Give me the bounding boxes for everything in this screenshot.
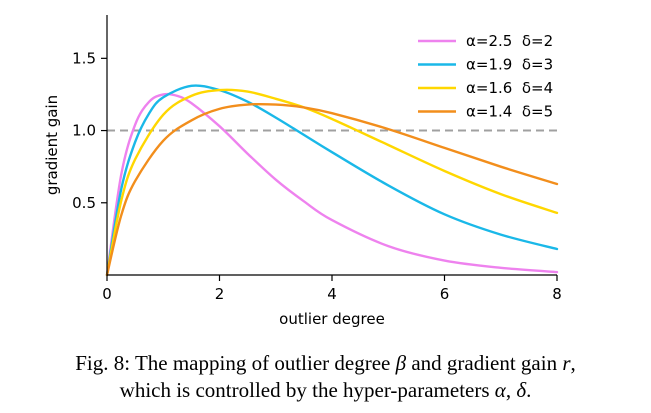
caption-text-1b: and gradient gain (406, 351, 563, 375)
legend-label-2: α=1.9 δ=3 (466, 56, 553, 74)
x-tick-label-0: 0 (102, 285, 112, 303)
caption-r: r (562, 351, 571, 375)
series-line-2 (105, 84, 559, 277)
x-tick-label-6: 6 (440, 285, 450, 303)
caption-line-2: which is controlled by the hyper-paramet… (0, 377, 651, 404)
legend-label-1: α=2.5 δ=2 (466, 32, 553, 50)
ticks: 0 2 4 6 8 0.5 1.0 1.5 (72, 49, 562, 303)
series-line-1 (105, 92, 559, 277)
caption-text-2a: which is controlled by the hyper-paramet… (119, 378, 495, 402)
x-tick-label-2: 2 (215, 285, 225, 303)
y-tick-label-1.5: 1.5 (72, 49, 96, 67)
y-tick-label-1: 1.0 (72, 122, 96, 140)
caption-text-1a: Fig. 8: The mapping of outlier degree (75, 351, 396, 375)
series-line-3 (105, 88, 559, 277)
caption-delta: δ (516, 378, 527, 402)
caption-text-1c: , (570, 351, 576, 375)
caption-alpha: α (494, 378, 506, 402)
plot-area (105, 84, 559, 277)
figure-caption: Fig. 8: The mapping of outlier degree β … (0, 350, 651, 404)
x-axis-title: outlier degree (279, 310, 385, 328)
legend-label-4: α=1.4 δ=5 (466, 103, 553, 121)
x-tick-label-4: 4 (327, 285, 337, 303)
series-line-4 (105, 102, 559, 277)
legend-label-3: α=1.6 δ=4 (466, 79, 553, 97)
chart: 0 2 4 6 8 0.5 1.0 1.5 outlier degree gradient g… (43, 15, 562, 328)
y-axis-title: gradient gain (43, 95, 61, 195)
legend: α=2.5 δ=2 α=1.9 δ=3 α=1.6 δ=4 α=1.4 δ=5 (418, 32, 553, 121)
caption-line-1: Fig. 8: The mapping of outlier degree β … (0, 350, 651, 377)
x-tick-label-8: 8 (552, 285, 562, 303)
caption-beta: β (395, 351, 407, 375)
y-tick-label-0.5: 0.5 (72, 194, 96, 212)
caption-text-2b: , (505, 378, 517, 402)
caption-text-2c: . (526, 378, 532, 402)
